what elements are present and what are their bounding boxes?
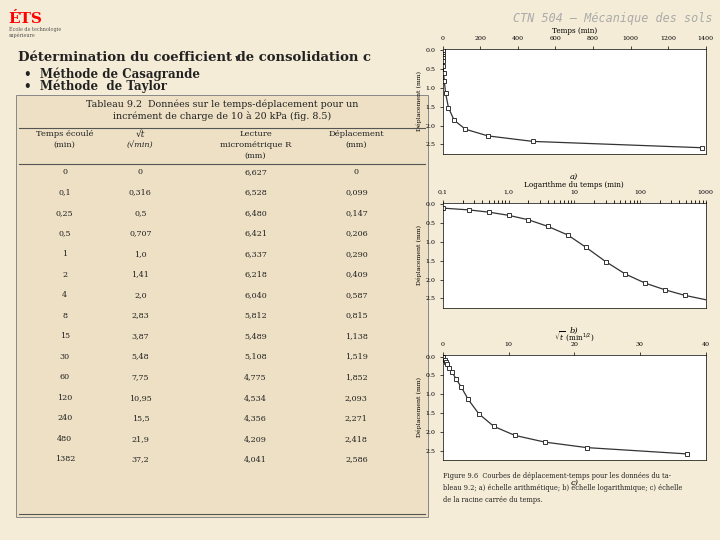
Text: v: v [235, 54, 240, 63]
X-axis label: $\sqrt{t}$ (min$^{1/2}$): $\sqrt{t}$ (min$^{1/2}$) [554, 329, 595, 342]
Text: Lecture: Lecture [239, 130, 272, 138]
Text: 0,147: 0,147 [345, 209, 368, 217]
Text: de la racine carrée du temps.: de la racine carrée du temps. [443, 496, 542, 504]
Text: 10,95: 10,95 [129, 394, 152, 402]
Text: 4,209: 4,209 [244, 435, 267, 443]
Y-axis label: Déplacement (mm): Déplacement (mm) [417, 377, 423, 437]
Text: 6,528: 6,528 [244, 188, 267, 197]
Text: •  Méthode de Casagrande: • Méthode de Casagrande [24, 68, 199, 81]
Text: 240: 240 [57, 414, 73, 422]
Y-axis label: Déplacement (mm): Déplacement (mm) [417, 225, 423, 285]
Text: incrément de charge de 10 à 20 kPa (fig. 8.5): incrément de charge de 10 à 20 kPa (fig.… [113, 111, 331, 120]
Text: 1382: 1382 [55, 455, 75, 463]
Text: 2: 2 [62, 271, 68, 279]
Text: 2,093: 2,093 [345, 394, 368, 402]
Text: École de technologie
supérieure: École de technologie supérieure [9, 26, 61, 38]
Text: 0,099: 0,099 [345, 188, 368, 197]
Text: 15: 15 [60, 332, 70, 340]
Text: 0: 0 [354, 168, 359, 176]
Text: 2,83: 2,83 [132, 312, 149, 320]
Text: 2,586: 2,586 [345, 455, 368, 463]
Text: 1,519: 1,519 [345, 353, 368, 361]
Text: 0,316: 0,316 [129, 188, 152, 197]
Text: 4,775: 4,775 [244, 373, 267, 381]
Text: c): c) [570, 479, 578, 487]
Text: 6,627: 6,627 [244, 168, 267, 176]
Text: 3,87: 3,87 [132, 332, 149, 340]
Text: Détermination du coefficient de consolidation c: Détermination du coefficient de consolid… [18, 51, 371, 64]
Text: 5,48: 5,48 [132, 353, 149, 361]
Text: Figure 9.6  Courbes de déplacement-temps pour les données du ta-: Figure 9.6 Courbes de déplacement-temps … [443, 472, 671, 481]
X-axis label: Temps (min): Temps (min) [552, 27, 597, 35]
Text: 5,489: 5,489 [244, 332, 267, 340]
Text: 0,815: 0,815 [345, 312, 368, 320]
Text: 2,0: 2,0 [134, 291, 147, 299]
Text: 2,418: 2,418 [345, 435, 368, 443]
Text: 0,290: 0,290 [345, 250, 368, 258]
Text: •  Méthode  de Taylor: • Méthode de Taylor [24, 80, 167, 93]
Text: 1,852: 1,852 [345, 373, 368, 381]
Text: 120: 120 [57, 394, 73, 402]
Text: Tableau 9.2  Données sur le temps-déplacement pour un: Tableau 9.2 Données sur le temps-déplace… [86, 100, 359, 110]
Text: 2,271: 2,271 [345, 414, 368, 422]
Text: 5,108: 5,108 [244, 353, 267, 361]
Text: Déplacement: Déplacement [328, 130, 384, 138]
Text: 0,25: 0,25 [56, 209, 73, 217]
Text: a): a) [570, 173, 578, 181]
X-axis label: Logarithme du temps (min): Logarithme du temps (min) [524, 181, 624, 189]
Text: 60: 60 [60, 373, 70, 381]
Text: 6,480: 6,480 [244, 209, 267, 217]
Text: 4,356: 4,356 [244, 414, 267, 422]
Text: (√min): (√min) [127, 141, 153, 149]
Text: b): b) [570, 327, 578, 335]
Text: 6,040: 6,040 [244, 291, 267, 299]
Text: 0,5: 0,5 [134, 209, 147, 217]
Text: 0,409: 0,409 [345, 271, 368, 279]
Text: 480: 480 [57, 435, 73, 443]
Text: 6,218: 6,218 [244, 271, 267, 279]
Text: 15,5: 15,5 [132, 414, 149, 422]
Text: (mm): (mm) [346, 141, 367, 149]
Text: CTN 504 – Mécanique des sols: CTN 504 – Mécanique des sols [513, 12, 713, 25]
Text: 37,2: 37,2 [132, 455, 149, 463]
Text: √t: √t [135, 130, 145, 139]
Text: 7,75: 7,75 [132, 373, 149, 381]
Y-axis label: Déplacement (mm): Déplacement (mm) [417, 71, 423, 131]
Text: 4: 4 [62, 291, 68, 299]
Text: 1,0: 1,0 [134, 250, 147, 258]
Text: 21,9: 21,9 [132, 435, 149, 443]
Text: 0,587: 0,587 [345, 291, 368, 299]
Text: (mm): (mm) [245, 152, 266, 160]
Text: 0: 0 [138, 168, 143, 176]
Text: 1: 1 [62, 250, 68, 258]
Text: (min): (min) [54, 141, 76, 149]
Text: micrométrique R: micrométrique R [220, 141, 292, 149]
Text: 4,041: 4,041 [244, 455, 267, 463]
Text: 30: 30 [60, 353, 70, 361]
Text: bleau 9.2; a) échelle arithmétique; b) échelle logarithmique; c) échelle: bleau 9.2; a) échelle arithmétique; b) é… [443, 484, 682, 492]
Text: 1,138: 1,138 [345, 332, 368, 340]
Text: Temps écoulé: Temps écoulé [36, 130, 94, 138]
Text: 1,41: 1,41 [132, 271, 149, 279]
Text: ÉTS: ÉTS [9, 12, 42, 26]
Text: 6,337: 6,337 [244, 250, 267, 258]
Text: 6,421: 6,421 [244, 230, 267, 238]
Text: 5,812: 5,812 [244, 312, 267, 320]
Text: 0,1: 0,1 [58, 188, 71, 197]
Text: 0,206: 0,206 [345, 230, 368, 238]
Text: 8: 8 [63, 312, 67, 320]
Text: 0: 0 [63, 168, 67, 176]
Text: 0,5: 0,5 [58, 230, 71, 238]
Text: 0,707: 0,707 [129, 230, 152, 238]
Text: 4,534: 4,534 [244, 394, 267, 402]
